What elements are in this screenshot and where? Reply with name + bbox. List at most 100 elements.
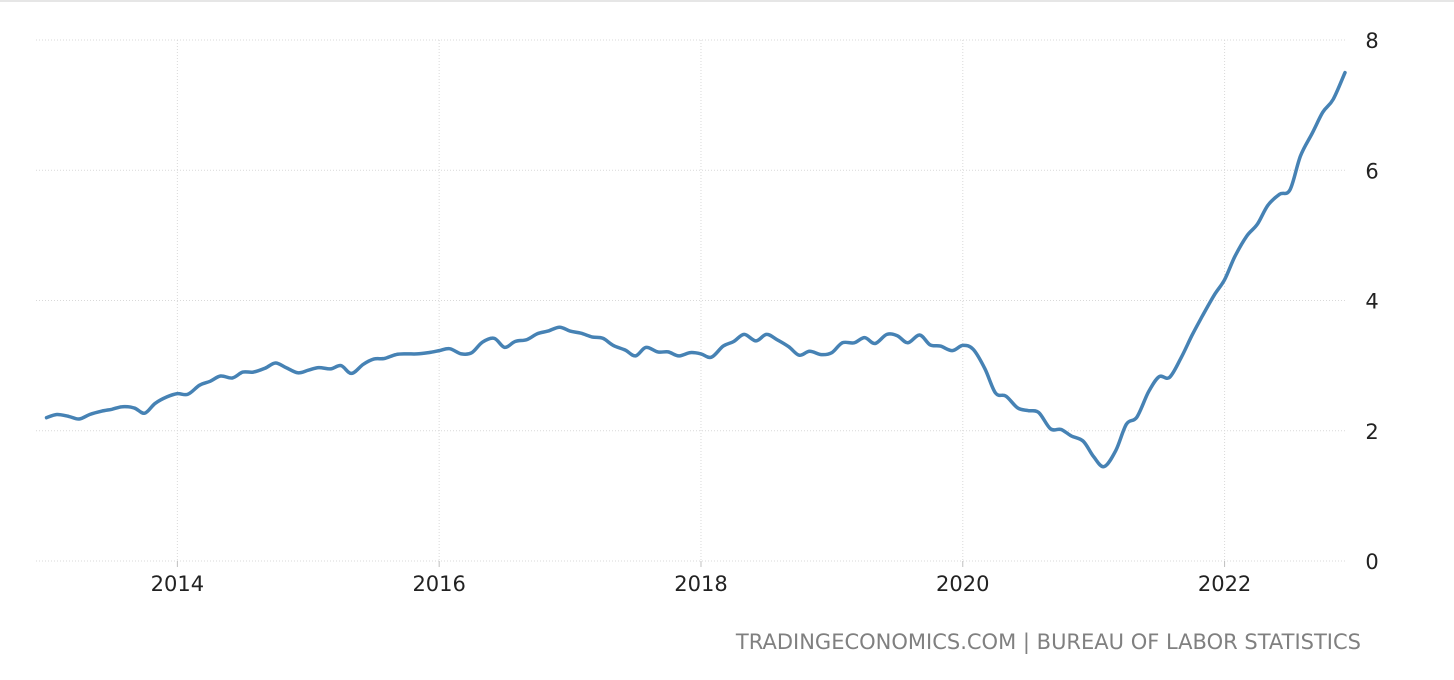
data-point [873, 342, 877, 346]
data-point [274, 361, 278, 365]
data-point [895, 334, 899, 338]
data-point [492, 336, 496, 340]
data-point [1343, 71, 1347, 75]
data-point [1212, 293, 1216, 297]
data-point [284, 366, 288, 370]
grid-lines [36, 39, 1345, 562]
x-tick-label: 2018 [674, 572, 727, 596]
data-point [1092, 455, 1096, 459]
data-point [459, 352, 463, 356]
data-point [415, 352, 419, 356]
data-point [503, 345, 507, 349]
x-tick-label: 2014 [151, 572, 204, 596]
data-point [198, 383, 202, 387]
data-point [88, 413, 92, 417]
data-point [55, 413, 59, 417]
data-point [1081, 439, 1085, 443]
data-point [480, 340, 484, 344]
x-axis: 2014 2016 2018 2020 2022 [151, 561, 1251, 596]
data-point [241, 370, 245, 374]
data-point [208, 379, 212, 383]
data-point [306, 368, 310, 372]
data-point [1321, 110, 1325, 114]
data-point [448, 347, 452, 351]
data-point [394, 353, 398, 357]
data-point [45, 416, 49, 420]
data-point [1016, 406, 1020, 410]
data-point [1114, 448, 1118, 452]
data-point [1288, 188, 1292, 192]
data-point [263, 366, 267, 370]
data-point [1299, 154, 1303, 158]
data-point [1026, 409, 1030, 413]
data-point [840, 341, 844, 345]
data-point [775, 338, 779, 342]
data-point [787, 345, 791, 349]
data-point [470, 351, 474, 355]
data-point [1037, 411, 1041, 415]
data-point [1069, 434, 1073, 438]
data-point [350, 371, 354, 375]
data-point [939, 344, 943, 348]
data-point [797, 353, 801, 357]
data-point [611, 343, 615, 347]
top-border [0, 0, 1454, 2]
source-site: TRADINGECONOMICS.COM [735, 630, 1017, 654]
data-point [1331, 97, 1335, 101]
data-point [175, 392, 179, 396]
data-point [535, 332, 539, 336]
x-tick-label: 2020 [936, 572, 989, 596]
data-point [634, 354, 638, 358]
data-point [1102, 465, 1106, 469]
data-point [590, 335, 594, 339]
data-point [1223, 278, 1227, 282]
data-point [1200, 314, 1204, 318]
y-tick-label: 8 [1365, 29, 1378, 53]
data-point [404, 352, 408, 356]
data-point [1190, 334, 1194, 338]
data-point [677, 354, 681, 358]
data-point [251, 370, 255, 374]
data-point [644, 345, 648, 349]
data-point [885, 332, 889, 336]
data-point [1049, 427, 1053, 431]
data-point [601, 336, 605, 340]
data-point [77, 417, 81, 421]
data-point [579, 331, 583, 335]
data-point [808, 349, 812, 353]
data-point [666, 350, 670, 354]
data-point [317, 366, 321, 370]
data-point [1147, 390, 1151, 394]
data-point [153, 401, 157, 405]
y-axis: 0 2 4 6 8 [1365, 29, 1378, 574]
y-tick-label: 2 [1365, 420, 1378, 444]
data-point [742, 332, 746, 336]
data-point [1255, 222, 1259, 226]
data-point [558, 325, 562, 329]
data-point [186, 392, 190, 396]
series-group [44, 70, 1347, 469]
data-point [928, 343, 932, 347]
data-point [623, 348, 627, 352]
data-point [1233, 254, 1237, 258]
data-point [754, 339, 758, 343]
data-point [721, 344, 725, 348]
data-point [100, 409, 104, 413]
data-point [110, 407, 114, 411]
y-tick-label: 4 [1365, 290, 1378, 314]
data-point [361, 362, 365, 366]
source-separator: | [1022, 630, 1030, 654]
source-agency: BUREAU OF LABOR STATISTICS [1036, 630, 1361, 654]
data-point [219, 374, 223, 378]
data-point [709, 355, 713, 359]
line-chart: 2014 2016 2018 2020 2022 0 2 4 6 8 [36, 29, 1379, 596]
data-point [1245, 234, 1249, 238]
y-tick-label: 0 [1365, 550, 1378, 574]
data-point [656, 350, 660, 354]
data-point [1310, 131, 1314, 135]
data-point [132, 406, 136, 410]
data-point [67, 414, 71, 418]
data-point [699, 352, 703, 356]
x-tick-label: 2022 [1198, 572, 1251, 596]
y-tick-label: 6 [1365, 159, 1378, 183]
